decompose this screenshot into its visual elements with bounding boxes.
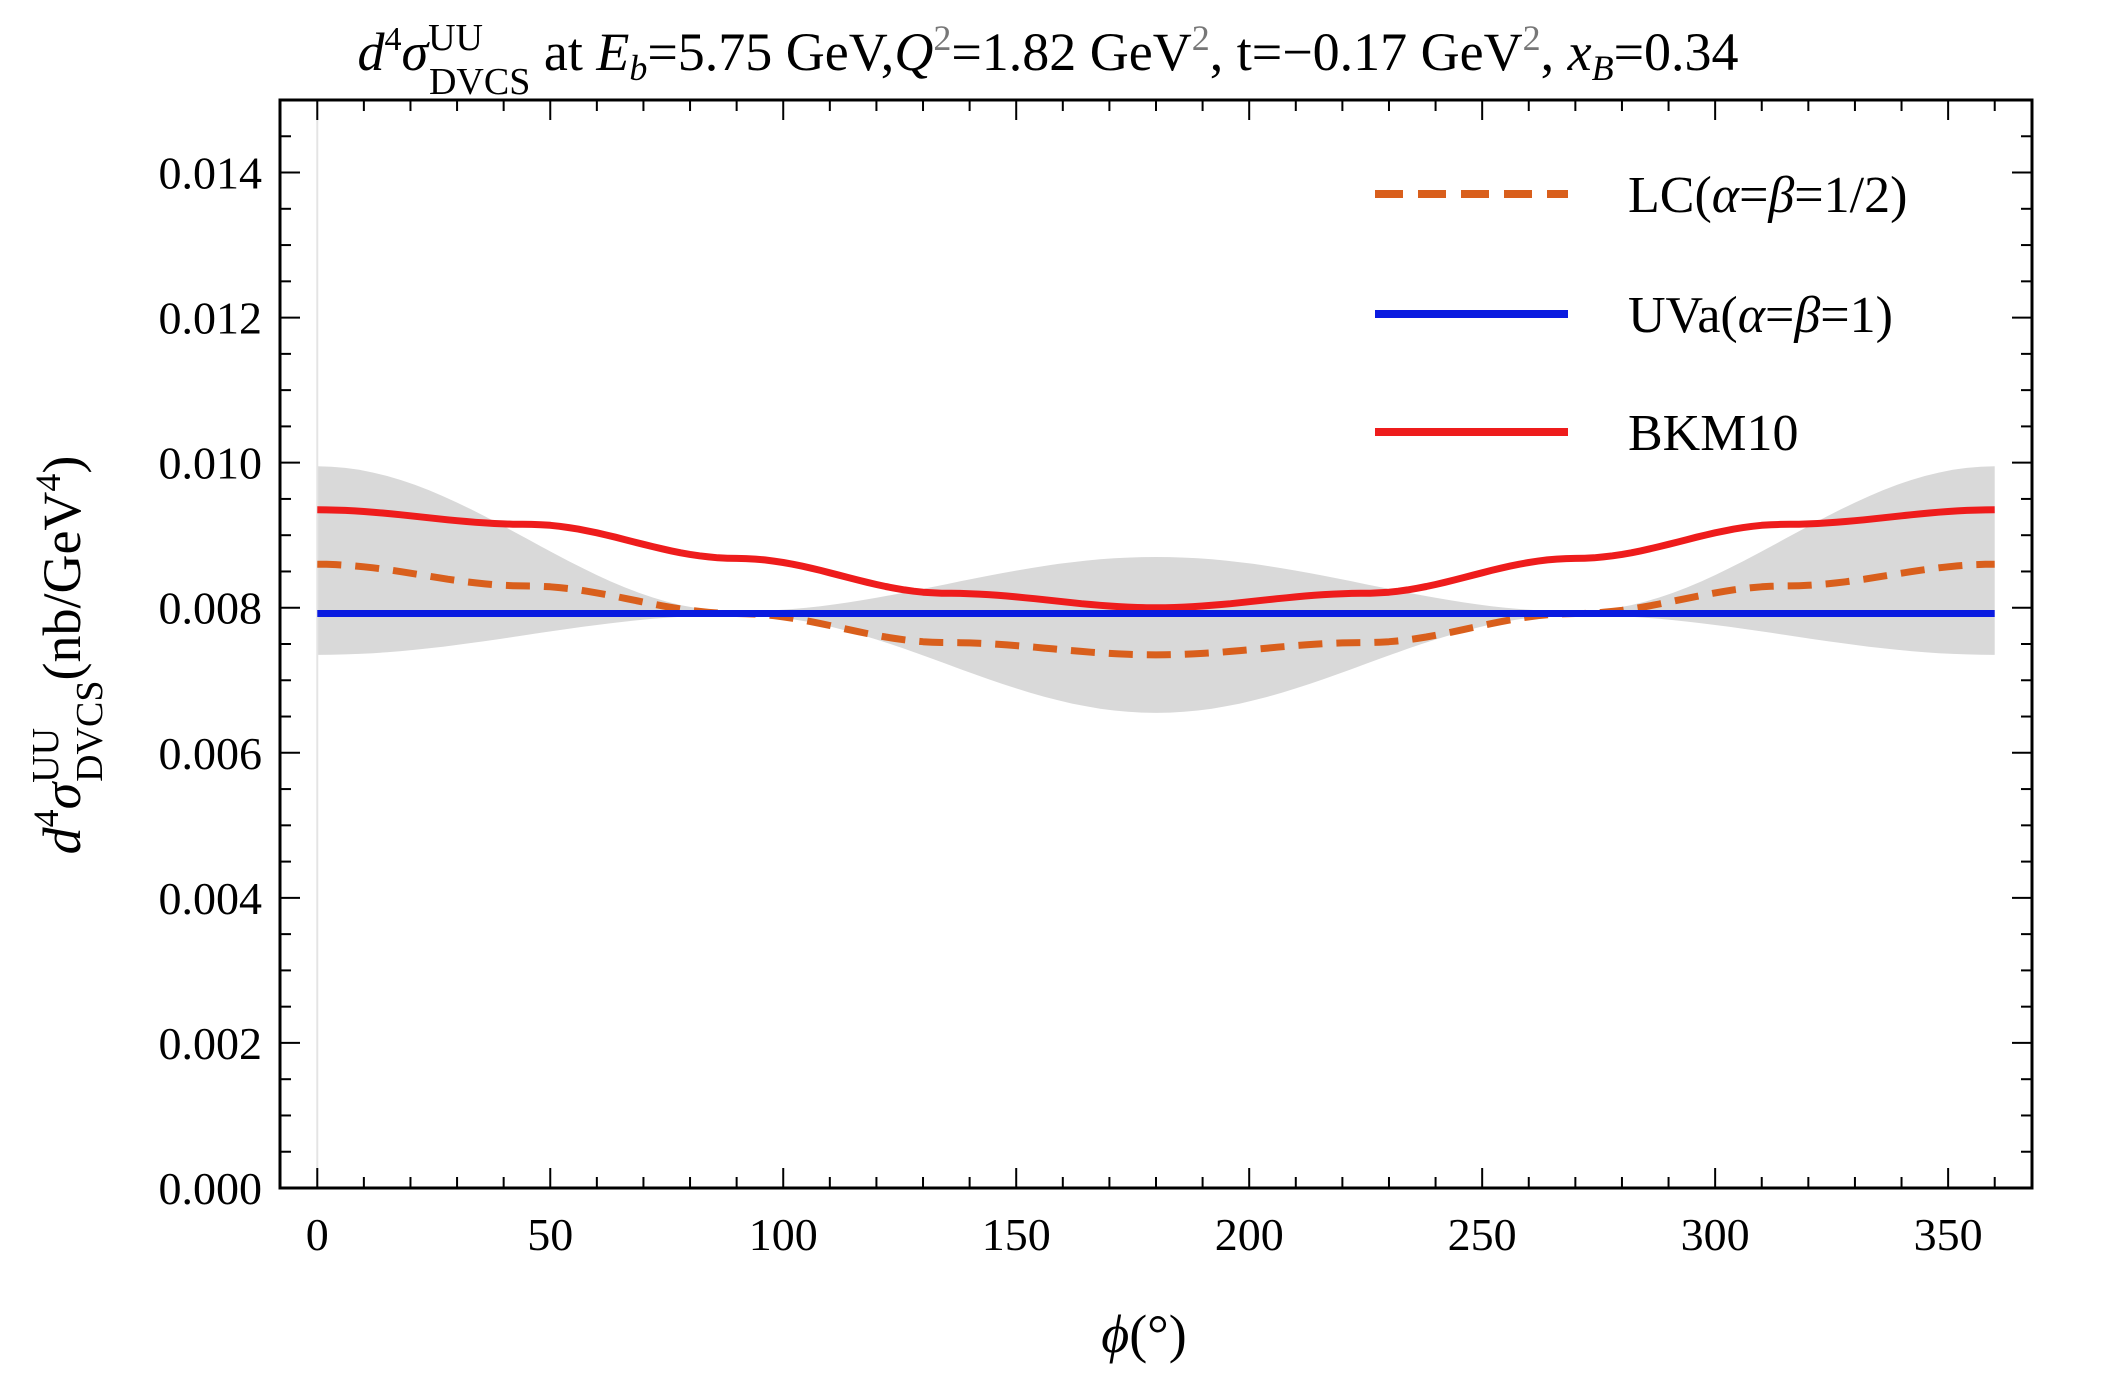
y-tick-label: 0.004: [159, 873, 263, 924]
plot-frame: [278, 98, 2034, 1190]
legend: LC(α=β=1/2) UVa(α=β=1) BKM10: [1375, 167, 1907, 462]
x-tick-label: 250: [1448, 1209, 1517, 1260]
ylabel-dvcs: DVCS: [69, 681, 111, 782]
tick-labels: 0 50 100 150 200 250 300 350 0.000 0.002 0.004 0.00…: [159, 148, 1983, 1260]
x-tick-label: 350: [1914, 1209, 1983, 1260]
ylabel-sup-4: 4: [26, 809, 66, 827]
title-sigma: σ: [401, 22, 430, 82]
legend-lc-value: =1/2): [1794, 167, 1907, 224]
x-tick-label: 0: [306, 1209, 329, 1260]
title-at: at: [530, 22, 596, 82]
ylabel-d: d: [32, 826, 92, 854]
title-q: Q: [894, 22, 933, 82]
y-tick-label: 0.012: [159, 293, 263, 344]
series-line-lc: [317, 560, 1995, 659]
xlabel-phi: ϕ: [1101, 1304, 1129, 1364]
ylabel-unit-close: ): [32, 456, 92, 474]
y-tick-label: 0.008: [159, 583, 263, 634]
y-tick-label: 0.000: [159, 1163, 263, 1214]
x-tick-label: 300: [1681, 1209, 1750, 1260]
title-q2-value: =1.82 GeV: [951, 22, 1191, 82]
y-tick-label: 0.006: [159, 728, 263, 779]
ylabel-unit: (nb/GeV: [32, 492, 92, 681]
x-tick-label: 100: [749, 1209, 818, 1260]
title-uu: UU: [428, 17, 483, 59]
chart-title: d4σUU DVCS at Eb=5.75 GeV,Q2=1.82 GeV2, t…: [357, 17, 1738, 103]
legend-uva-beta: β: [1793, 287, 1820, 344]
ylabel-uu: UU: [25, 728, 67, 783]
title-xb-value: =0.34: [1614, 22, 1739, 82]
legend-bkm10-name: BKM10: [1628, 405, 1798, 462]
x-tick-label: 150: [982, 1209, 1051, 1260]
uncertainty-band: [317, 466, 1995, 713]
legend-uva-name: UVa(: [1628, 287, 1738, 344]
x-tick-label: 50: [527, 1209, 573, 1260]
y-tick-label: 0.014: [159, 148, 263, 199]
ylabel-unit-exp: 4: [28, 474, 68, 492]
legend-lc-alpha: α: [1712, 167, 1741, 224]
legend-lc-eq: =: [1739, 167, 1768, 224]
title-sup-4: 4: [384, 21, 401, 58]
title-eb-value: =5.75 GeV,: [647, 22, 894, 82]
legend-label-uva: UVa(α=β=1): [1628, 287, 1893, 344]
y-axis-label: d4σUUDVCS(nb/GeV4): [25, 456, 111, 855]
plot-area: [316, 100, 1995, 1188]
series-line-bkm10: [317, 506, 1995, 612]
legend-lc-beta: β: [1767, 167, 1794, 224]
title-b-sub-2: B: [1592, 48, 1614, 88]
x-axis-label: ϕ(°): [1101, 1304, 1187, 1364]
legend-uva-alpha: α: [1738, 287, 1767, 344]
legend-label-lc: LC(α=β=1/2): [1628, 167, 1907, 224]
legend-label-bkm10: BKM10: [1628, 405, 1798, 462]
y-tick-label: 0.010: [159, 438, 263, 489]
y-tick-label: 0.002: [159, 1018, 263, 1069]
title-d: d: [357, 22, 385, 82]
title-x: x: [1567, 22, 1592, 82]
title-q-exp: 2: [933, 18, 951, 58]
x-tick-label: 200: [1215, 1209, 1284, 1260]
legend-uva-eq: =: [1765, 287, 1794, 344]
xlabel-unit: (°): [1129, 1304, 1187, 1364]
title-gev-exp-1: 2: [1192, 18, 1210, 58]
title-comma: ,: [1541, 22, 1568, 82]
title-dvcs: DVCS: [429, 61, 530, 103]
title-t-value: , t=−0.17 GeV: [1210, 22, 1523, 82]
axis-ticks: [280, 99, 2032, 1189]
ylabel-sigma: σ: [32, 780, 92, 809]
legend-uva-value: =1): [1820, 287, 1893, 344]
title-e: E: [595, 22, 629, 82]
legend-lc-name: LC(: [1628, 167, 1712, 224]
title-gev-exp-2: 2: [1523, 18, 1541, 58]
title-b-sub: b: [629, 48, 647, 88]
